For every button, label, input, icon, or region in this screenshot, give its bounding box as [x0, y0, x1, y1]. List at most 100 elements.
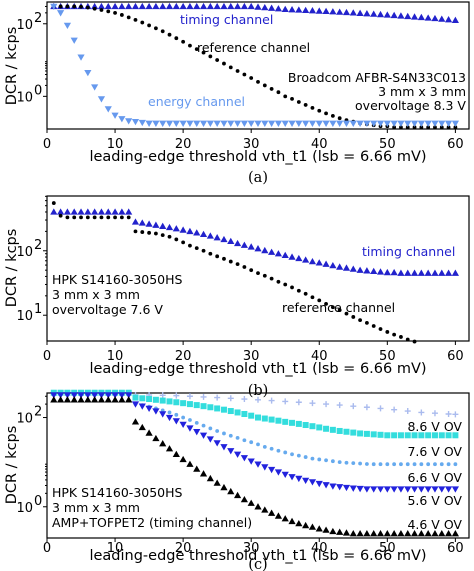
data-point — [342, 120, 351, 127]
data-point — [404, 12, 412, 20]
data-point — [317, 108, 322, 113]
data-point — [167, 410, 172, 415]
data-point — [181, 240, 186, 245]
data-point — [329, 120, 337, 127]
data-point — [172, 225, 180, 232]
data-point — [451, 530, 459, 537]
data-point — [200, 393, 207, 400]
data-point — [451, 120, 459, 127]
data-point — [376, 530, 385, 537]
data-point — [323, 425, 330, 432]
data-point — [358, 318, 362, 323]
data-point — [227, 2, 235, 10]
data-point — [248, 412, 255, 419]
data-point — [174, 237, 179, 242]
x-tick-label: 30 — [243, 349, 260, 364]
data-point — [391, 432, 398, 439]
data-point — [145, 429, 153, 436]
data-point — [159, 411, 167, 418]
data-point — [390, 486, 398, 493]
data-point — [222, 61, 226, 66]
data-point — [50, 208, 58, 215]
data-point — [417, 530, 425, 537]
data-point — [79, 215, 83, 220]
panel-a-annotation-line3: overvoltage 8.3 V — [355, 98, 466, 113]
data-point — [233, 491, 242, 499]
data-point — [370, 267, 378, 275]
y-tick-label: 10 — [16, 90, 33, 105]
data-point — [302, 256, 310, 263]
data-point — [296, 100, 301, 104]
data-point — [336, 263, 344, 270]
data-point — [419, 462, 424, 467]
data-point — [274, 120, 283, 127]
data-point — [290, 97, 294, 101]
data-point — [282, 398, 289, 405]
data-point — [322, 526, 330, 533]
data-point — [235, 69, 240, 73]
data-point — [125, 2, 133, 10]
data-point — [383, 530, 391, 537]
data-point — [242, 72, 247, 77]
panel-c-x-ticks: 0 10 20 30 40 50 60 — [43, 538, 464, 556]
data-point — [193, 120, 201, 127]
data-point — [417, 269, 425, 276]
data-point — [233, 120, 242, 127]
data-point — [152, 396, 159, 403]
data-point — [451, 16, 459, 23]
data-point — [261, 506, 269, 513]
data-point — [91, 392, 99, 399]
data-point — [247, 2, 255, 10]
data-point — [188, 243, 192, 248]
x-tick-label: 60 — [447, 541, 464, 556]
data-point — [118, 396, 126, 403]
data-point — [417, 13, 425, 21]
data-point — [281, 251, 289, 259]
data-point — [131, 218, 140, 225]
data-point — [308, 523, 317, 530]
data-point — [303, 455, 308, 459]
data-point — [70, 396, 78, 403]
data-point — [58, 4, 63, 9]
data-point — [215, 254, 220, 259]
data-point — [70, 208, 78, 215]
data-point — [106, 9, 111, 14]
data-point — [426, 462, 431, 467]
data-point — [126, 215, 131, 220]
data-point — [241, 411, 248, 418]
x-tick-label: 20 — [175, 541, 192, 556]
data-point — [152, 2, 160, 10]
data-point — [392, 462, 397, 467]
data-point — [138, 423, 146, 431]
data-point — [213, 120, 221, 127]
panel-b-caption: (b) — [248, 383, 269, 399]
data-point — [424, 486, 432, 493]
x-tick-label: 10 — [107, 541, 124, 556]
data-point — [152, 434, 160, 442]
data-point — [451, 269, 459, 276]
y-tick-exponent: 1 — [34, 302, 42, 317]
data-point — [213, 479, 221, 486]
data-point — [97, 96, 106, 103]
data-point — [57, 10, 65, 17]
data-point — [268, 466, 276, 474]
x-tick-label: 0 — [43, 137, 51, 152]
y-tick-exponent: 0 — [34, 83, 42, 98]
data-point — [249, 76, 254, 80]
data-point — [444, 120, 453, 127]
data-point — [378, 462, 383, 467]
series-reference-channel — [51, 201, 417, 344]
data-point — [431, 530, 439, 537]
series-energy-channel — [50, 3, 459, 127]
y-tick-exponent: 2 — [34, 238, 42, 253]
data-point — [444, 16, 453, 23]
x-tick-label: 30 — [243, 541, 260, 556]
data-point — [295, 254, 303, 262]
data-point — [343, 428, 350, 435]
data-point — [159, 397, 166, 404]
data-point — [303, 103, 308, 107]
data-point — [261, 246, 269, 254]
data-point — [261, 120, 269, 127]
data-point — [295, 519, 303, 527]
data-point — [186, 460, 194, 467]
